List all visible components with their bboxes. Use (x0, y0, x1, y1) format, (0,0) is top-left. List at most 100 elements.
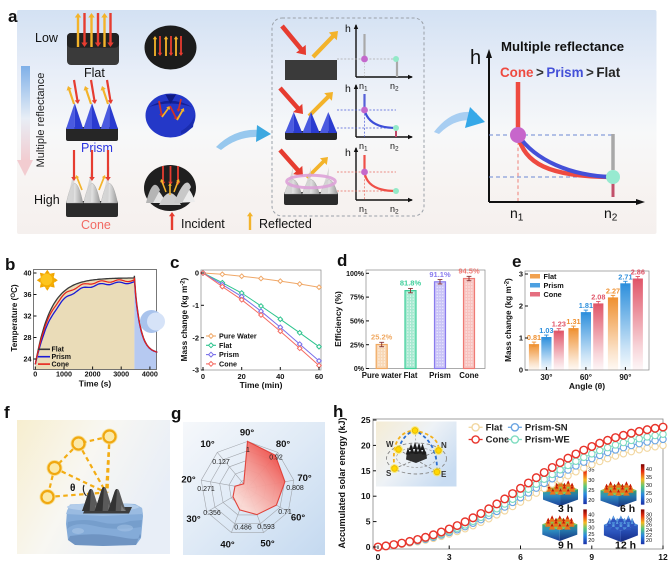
svg-text:Low: Low (35, 31, 59, 45)
svg-text:Cone: Cone (81, 218, 111, 232)
svg-text:20: 20 (238, 372, 246, 381)
svg-text:25.2%: 25.2% (371, 333, 393, 342)
svg-text:30°: 30° (186, 514, 201, 525)
svg-text:E: E (441, 470, 447, 479)
svg-text:Mass change (kg m-2): Mass change (kg m-2) (180, 277, 189, 361)
svg-text:1.03: 1.03 (539, 326, 553, 335)
svg-text:20: 20 (588, 538, 594, 544)
svg-text:25%: 25% (350, 342, 365, 349)
svg-text:h: h (345, 83, 351, 95)
svg-text:0.356: 0.356 (203, 510, 221, 517)
svg-text:Flat: Flat (84, 66, 105, 80)
svg-text:0.127: 0.127 (212, 459, 230, 466)
svg-text:15: 15 (361, 466, 371, 476)
svg-text:10°: 10° (200, 439, 215, 450)
svg-text:Prism-SN: Prism-SN (525, 423, 568, 434)
svg-text:2.71: 2.71 (618, 272, 632, 281)
svg-text:25: 25 (588, 532, 594, 538)
svg-text:0.271: 0.271 (197, 486, 215, 493)
svg-text:Flat: Flat (544, 272, 558, 281)
svg-text:0.92: 0.92 (269, 455, 283, 462)
svg-text:3000: 3000 (113, 370, 129, 379)
svg-text:Incident: Incident (181, 217, 225, 231)
svg-text:90°: 90° (240, 428, 255, 439)
svg-text:70°: 70° (297, 473, 312, 484)
svg-text:20°: 20° (181, 475, 196, 486)
svg-text:35: 35 (646, 475, 652, 481)
svg-text:1.31: 1.31 (566, 317, 580, 326)
svg-text:1: 1 (519, 334, 523, 343)
svg-text:Time (min): Time (min) (240, 380, 283, 390)
svg-text:30: 30 (646, 512, 652, 518)
svg-text:100%: 100% (346, 271, 365, 278)
svg-text:40: 40 (276, 372, 284, 381)
svg-text:-3: -3 (192, 366, 199, 375)
svg-text:3 h: 3 h (558, 503, 573, 515)
svg-text:0: 0 (195, 269, 199, 278)
svg-text:40: 40 (646, 467, 652, 473)
svg-text:32: 32 (24, 312, 32, 321)
svg-text:2.27: 2.27 (606, 286, 620, 295)
svg-text:60: 60 (315, 372, 323, 381)
svg-text:9 h: 9 h (558, 540, 573, 552)
svg-text:0.486: 0.486 (234, 525, 252, 532)
svg-text:0: 0 (201, 372, 205, 381)
svg-text:75%: 75% (350, 295, 365, 302)
svg-text:12: 12 (658, 552, 668, 562)
svg-text:n2: n2 (390, 204, 399, 216)
svg-text:80°: 80° (276, 439, 291, 450)
svg-text:0%: 0% (354, 366, 365, 373)
svg-text:0: 0 (519, 366, 523, 375)
svg-text:1000: 1000 (56, 370, 72, 379)
svg-text:30: 30 (588, 478, 594, 484)
svg-text:91.1%: 91.1% (429, 270, 451, 279)
svg-text:Cone: Cone (486, 435, 510, 446)
svg-text:h: h (345, 147, 351, 159)
svg-text:0.808: 0.808 (286, 485, 304, 492)
svg-text:Flat: Flat (486, 423, 504, 434)
svg-text:5: 5 (366, 517, 371, 527)
svg-text:h: h (333, 402, 343, 421)
svg-text:Prism: Prism (81, 141, 113, 155)
svg-text:12 h: 12 h (615, 540, 636, 552)
svg-text:25: 25 (646, 491, 652, 497)
svg-text:81.8%: 81.8% (400, 279, 422, 288)
svg-text:9: 9 (589, 552, 594, 562)
svg-text:1: 1 (246, 447, 250, 454)
svg-text:0: 0 (366, 542, 371, 552)
svg-text:b: b (5, 255, 15, 274)
svg-text:Accumulated solar energy (kJ): Accumulated solar energy (kJ) (337, 417, 347, 548)
svg-text:90°: 90° (619, 373, 631, 382)
svg-text:20: 20 (361, 440, 371, 450)
svg-text:Cone: Cone (544, 290, 562, 299)
svg-text:24: 24 (24, 355, 32, 364)
svg-text:N: N (441, 441, 447, 450)
svg-text:Temperature (OC): Temperature (OC) (10, 284, 19, 352)
svg-text:Mass change (kg m-2): Mass change (kg m-2) (504, 278, 513, 362)
svg-text:Prism-WE: Prism-WE (525, 435, 570, 446)
svg-text:30: 30 (646, 483, 652, 489)
svg-text:High: High (34, 193, 60, 207)
svg-text:Cone: Cone (459, 371, 479, 380)
svg-text:3: 3 (519, 270, 523, 279)
svg-text:20: 20 (646, 499, 652, 505)
svg-text:60°: 60° (291, 513, 306, 524)
svg-text:4000: 4000 (142, 370, 158, 379)
svg-text:0: 0 (376, 552, 381, 562)
svg-text:0.81: 0.81 (527, 333, 541, 342)
svg-text:Prism: Prism (544, 281, 565, 290)
svg-text:6: 6 (518, 552, 523, 562)
svg-text:1.81: 1.81 (579, 301, 593, 310)
svg-text:n1: n1 (359, 141, 368, 153)
svg-text:Cone: Cone (52, 362, 70, 369)
svg-text:-2: -2 (192, 333, 199, 342)
svg-text:g: g (171, 404, 181, 423)
svg-text:94.5%: 94.5% (458, 267, 480, 276)
svg-text:n1: n1 (359, 204, 368, 216)
svg-text:W: W (386, 440, 394, 449)
svg-text:50°: 50° (260, 539, 275, 550)
svg-text:10: 10 (361, 491, 371, 501)
svg-text:Flat: Flat (404, 371, 418, 380)
svg-text:60°: 60° (580, 373, 592, 382)
svg-text:28: 28 (24, 333, 32, 342)
